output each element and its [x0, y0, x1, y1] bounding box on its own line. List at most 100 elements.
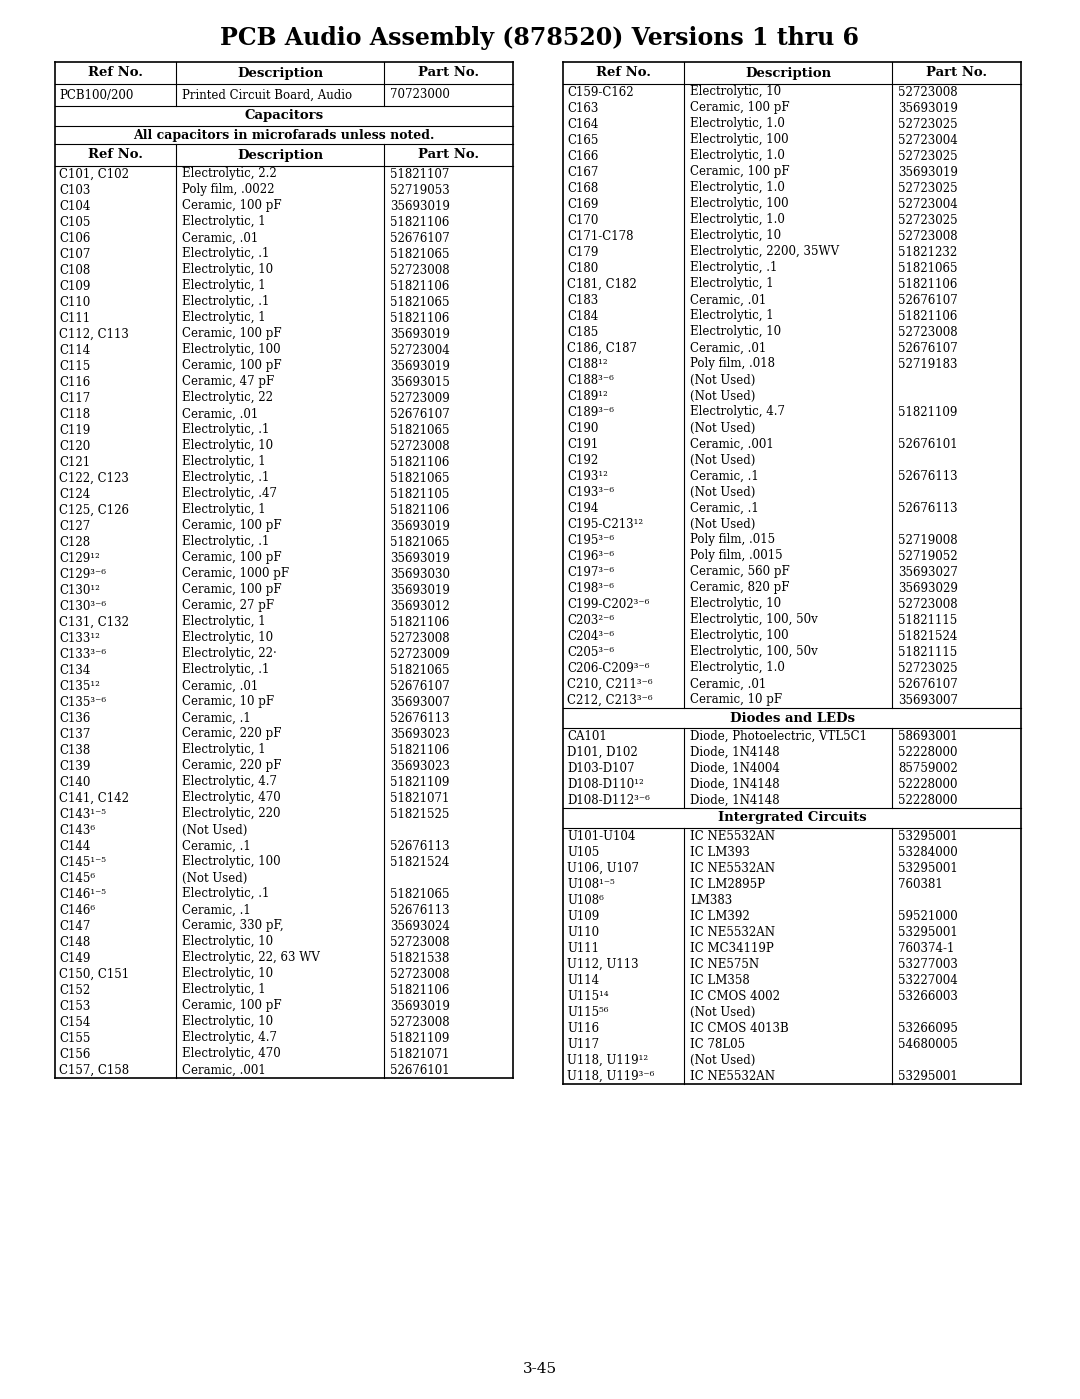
Text: C143⁶: C143⁶ [59, 824, 95, 837]
Text: Electrolytic, .1: Electrolytic, .1 [183, 295, 269, 309]
Text: 51821106: 51821106 [390, 743, 449, 757]
Text: C189¹²: C189¹² [567, 389, 608, 403]
Text: C135³⁻⁶: C135³⁻⁶ [59, 695, 106, 708]
Text: IC LM392: IC LM392 [690, 909, 750, 922]
Text: 52723008: 52723008 [390, 1016, 449, 1028]
Text: Electrolytic, 10: Electrolytic, 10 [183, 263, 273, 277]
Text: (Not Used): (Not Used) [690, 1053, 755, 1066]
Text: C192: C192 [567, 453, 598, 466]
Text: 35693019: 35693019 [897, 102, 958, 115]
Text: Ceramic, 560 pF: Ceramic, 560 pF [690, 565, 789, 579]
Text: Ceramic, 100 pF: Ceramic, 100 pF [690, 102, 789, 115]
Text: 51821105: 51821105 [390, 487, 449, 501]
Text: 52228000: 52228000 [897, 793, 958, 806]
Text: C210, C211³⁻⁶: C210, C211³⁻⁶ [567, 677, 652, 691]
Text: 52723008: 52723008 [897, 229, 958, 242]
Text: Ceramic, .01: Ceramic, .01 [183, 231, 258, 245]
Text: Electrolytic, 1: Electrolytic, 1 [183, 280, 266, 292]
Text: C156: C156 [59, 1048, 91, 1060]
Text: C168: C168 [567, 182, 598, 194]
Text: Electrolytic, 1: Electrolytic, 1 [183, 504, 266, 516]
Text: Electrolytic, 1: Electrolytic, 1 [183, 743, 266, 757]
Text: 52723008: 52723008 [897, 326, 958, 339]
Text: C188¹²: C188¹² [567, 358, 608, 371]
Text: 51821109: 51821109 [390, 1031, 449, 1045]
Text: 51821106: 51821106 [897, 277, 957, 291]
Text: C101, C102: C101, C102 [59, 168, 129, 180]
Text: 51821065: 51821065 [390, 248, 449, 260]
Text: IC NE5532AN: IC NE5532AN [690, 862, 775, 874]
Text: C171-C178: C171-C178 [567, 229, 634, 242]
Text: 52676107: 52676107 [390, 231, 449, 245]
Text: C125, C126: C125, C126 [59, 504, 129, 516]
Text: Electrolytic, 1: Electrolytic, 1 [183, 616, 266, 628]
Text: 52228000: 52228000 [897, 746, 958, 758]
Text: C195³⁻⁶: C195³⁻⁶ [567, 533, 615, 547]
Text: Electrolytic, 220: Electrolytic, 220 [183, 807, 281, 820]
Text: Electrolytic, 1: Electrolytic, 1 [690, 309, 773, 323]
Text: Description: Description [237, 67, 323, 80]
Text: C144: C144 [59, 839, 91, 852]
Text: C118: C118 [59, 407, 90, 421]
Text: C103: C103 [59, 183, 91, 196]
Text: Ceramic, 330 pF,: Ceramic, 330 pF, [183, 919, 284, 933]
Text: 53227004: 53227004 [897, 974, 958, 986]
Text: 52723004: 52723004 [897, 197, 958, 210]
Text: Ceramic, 100 pF: Ceramic, 100 pF [183, 360, 282, 372]
Text: PCB Audio Assembly (878520) Versions 1 thru 6: PCB Audio Assembly (878520) Versions 1 t… [220, 27, 860, 50]
Text: U105: U105 [567, 845, 599, 859]
Text: 51821106: 51821106 [390, 616, 449, 628]
Text: Part No.: Part No. [418, 148, 480, 161]
Text: 52723025: 52723025 [897, 662, 958, 674]
Text: 52676113: 52676113 [390, 712, 449, 725]
Text: Ceramic, 47 pF: Ceramic, 47 pF [183, 375, 274, 389]
Text: U115¹⁴: U115¹⁴ [567, 989, 609, 1003]
Text: D108-D110¹²: D108-D110¹² [567, 778, 644, 790]
Text: Ceramic, 100 pF: Ceramic, 100 pF [183, 200, 282, 213]
Text: 51821071: 51821071 [390, 1048, 449, 1060]
Text: Diode, 1N4004: Diode, 1N4004 [690, 761, 780, 775]
Text: C109: C109 [59, 280, 91, 292]
Text: C145⁶: C145⁶ [59, 872, 95, 884]
Text: 70723000: 70723000 [390, 88, 450, 102]
Text: 52723025: 52723025 [897, 118, 958, 130]
Text: (Not Used): (Not Used) [690, 1006, 755, 1018]
Text: Ceramic, .01: Ceramic, .01 [690, 341, 766, 354]
Text: Ceramic, 220 pF: Ceramic, 220 pF [183, 760, 282, 772]
Text: 52719053: 52719053 [390, 183, 449, 196]
Text: 52723009: 52723009 [390, 648, 449, 660]
Text: C131, C132: C131, C132 [59, 616, 129, 628]
Text: C164: C164 [567, 118, 598, 130]
Text: 52723008: 52723008 [390, 968, 449, 981]
Text: C121: C121 [59, 456, 90, 469]
Text: Electrolytic, 100: Electrolytic, 100 [183, 856, 281, 869]
Text: C114: C114 [59, 344, 91, 357]
Text: U116: U116 [567, 1021, 599, 1034]
Text: 54680005: 54680005 [897, 1038, 958, 1051]
Text: 53277003: 53277003 [897, 957, 958, 971]
Text: C163: C163 [567, 102, 598, 115]
Text: Ceramic, .1: Ceramic, .1 [183, 904, 251, 916]
Text: C143¹⁻⁵: C143¹⁻⁵ [59, 807, 106, 820]
Text: Ceramic, 100 pF: Ceramic, 100 pF [183, 519, 282, 533]
Text: 52723025: 52723025 [897, 214, 958, 227]
Text: Poly film, .0015: Poly film, .0015 [690, 550, 783, 562]
Text: 51821065: 51821065 [390, 295, 449, 309]
Text: 35693012: 35693012 [390, 600, 449, 613]
Text: Electrolytic, 2.2: Electrolytic, 2.2 [183, 168, 276, 180]
Text: Electrolytic, 2200, 35WV: Electrolytic, 2200, 35WV [690, 245, 839, 259]
Text: 52676113: 52676113 [390, 839, 449, 852]
Text: Part No.: Part No. [926, 67, 987, 80]
Text: C130³⁻⁶: C130³⁻⁶ [59, 600, 106, 613]
Text: (Not Used): (Not Used) [690, 518, 755, 530]
Text: Ceramic, 10 pF: Ceramic, 10 pF [690, 694, 782, 706]
Text: C147: C147 [59, 919, 91, 933]
Text: 51821071: 51821071 [390, 792, 449, 804]
Text: Electrolytic, 1: Electrolytic, 1 [183, 983, 266, 996]
Text: Ceramic, 100 pF: Ceramic, 100 pF [183, 999, 282, 1013]
Text: Diodes and LEDs: Diodes and LEDs [729, 712, 854, 725]
Text: 53284000: 53284000 [897, 845, 958, 859]
Text: IC LM358: IC LM358 [690, 974, 750, 986]
Text: Ceramic, .01: Ceramic, .01 [183, 407, 258, 421]
Text: C136: C136 [59, 712, 91, 725]
